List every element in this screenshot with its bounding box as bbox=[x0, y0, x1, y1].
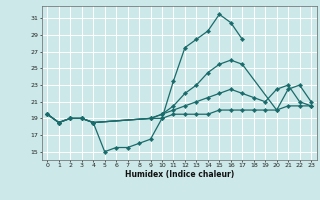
X-axis label: Humidex (Indice chaleur): Humidex (Indice chaleur) bbox=[124, 170, 234, 179]
